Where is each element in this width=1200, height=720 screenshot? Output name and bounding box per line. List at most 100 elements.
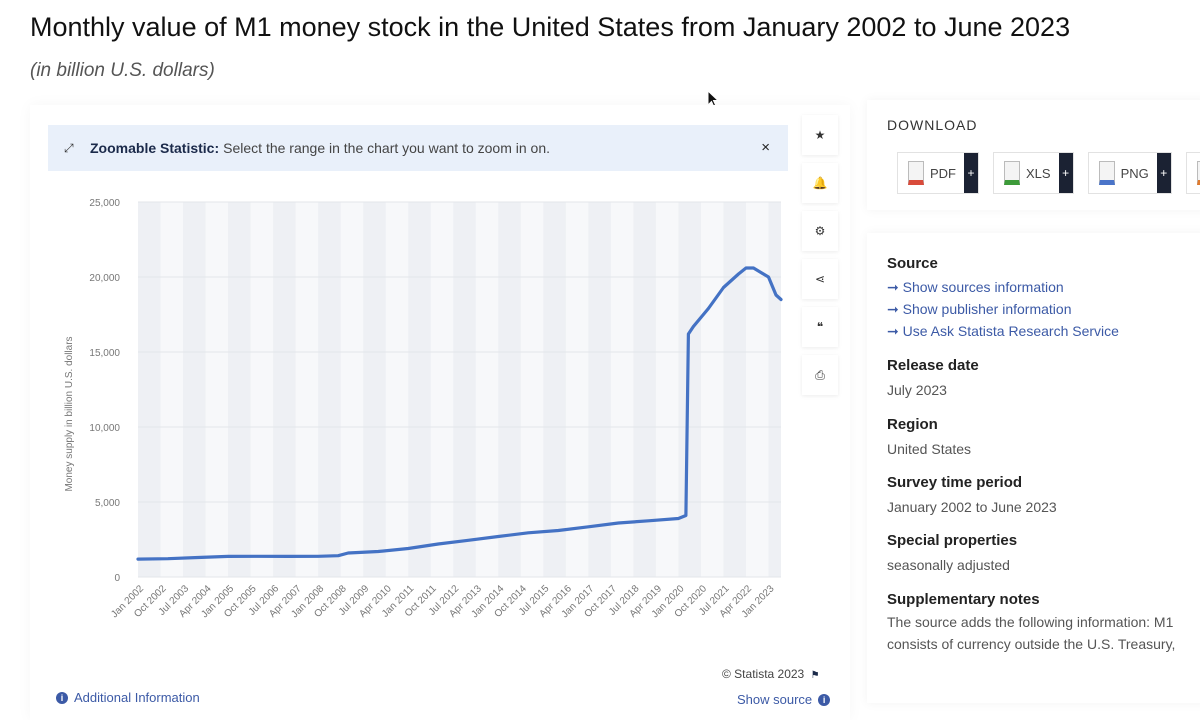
plot-stripe: [408, 202, 431, 577]
data-point[interactable]: [677, 517, 680, 520]
y-tick-label: 0: [114, 573, 120, 584]
data-point[interactable]: [226, 555, 230, 558]
additional-info-label: Additional Information: [74, 690, 200, 705]
download-png-label: PNG: [1120, 165, 1149, 181]
statista-credit[interactable]: © Statista 2023 ⚑: [722, 667, 820, 681]
show-source-link[interactable]: Show source i: [737, 692, 836, 707]
ask-statista-link[interactable]: ➞ Use Ask Statista Research Service: [887, 320, 1119, 342]
zoom-banner-title: Zoomable Statistic:: [90, 140, 220, 156]
data-point[interactable]: [774, 293, 778, 297]
period-value: January 2002 to June 2023: [887, 499, 1057, 515]
release-heading: Release date: [887, 357, 979, 374]
data-point[interactable]: [196, 556, 200, 559]
release-section: Release date July 2023: [887, 357, 979, 401]
plot-stripe: [498, 202, 521, 577]
plot-stripe: [633, 202, 656, 577]
y-tick-label: 25,000: [89, 198, 120, 209]
additional-info-link[interactable]: i Additional Information: [50, 690, 200, 705]
arrow-right-icon: ➞: [887, 323, 903, 339]
data-point[interactable]: [557, 529, 560, 532]
zoom-banner-text: Select the range in the chart you want t…: [223, 140, 551, 156]
settings-button[interactable]: ⚙: [802, 211, 838, 251]
region-value: United States: [887, 441, 972, 457]
data-point[interactable]: [684, 514, 688, 517]
ask-statista-label: Use Ask Statista Research Service: [902, 323, 1119, 339]
special-heading: Special properties: [887, 532, 1018, 549]
notes-heading: Supplementary notes: [887, 591, 1040, 608]
data-point[interactable]: [256, 555, 260, 558]
data-point[interactable]: [587, 525, 590, 528]
data-point[interactable]: [316, 555, 320, 558]
data-point[interactable]: [767, 275, 770, 279]
png-file-icon: [1098, 161, 1115, 185]
show-source-label: Show source: [737, 692, 813, 707]
data-point[interactable]: [707, 307, 710, 310]
data-point[interactable]: [647, 519, 650, 522]
data-point[interactable]: [687, 332, 690, 336]
data-point[interactable]: [407, 547, 410, 550]
data-point[interactable]: [692, 325, 695, 328]
special-section: Special properties seasonally adjusted: [887, 532, 1017, 576]
share-button[interactable]: ⋖: [802, 259, 838, 299]
data-point[interactable]: [779, 298, 783, 301]
data-point[interactable]: [437, 542, 440, 546]
download-ppt-button[interactable]: P: [1185, 152, 1200, 194]
plot-stripe: [588, 202, 611, 577]
special-value: seasonally adjusted: [887, 557, 1010, 573]
data-point[interactable]: [617, 521, 620, 525]
data-point[interactable]: [737, 272, 740, 276]
period-heading: Survey time period: [887, 474, 1023, 491]
share-icon: ⋖: [814, 272, 826, 286]
download-buttons: PDF + XLS + PNG + P: [897, 152, 1200, 194]
y-tick-label: 5,000: [95, 498, 120, 509]
download-png-button[interactable]: PNG +: [1087, 152, 1172, 194]
show-sources-link[interactable]: ➞ Show sources information: [887, 276, 1119, 298]
notification-button[interactable]: 🔔: [802, 163, 838, 203]
data-point[interactable]: [376, 550, 380, 553]
data-point[interactable]: [286, 555, 290, 558]
zoom-banner: ⤢ Zoomable Statistic: Select the range i…: [48, 125, 788, 171]
y-tick-label: 20,000: [89, 273, 120, 284]
plus-icon: +: [1058, 153, 1073, 193]
download-pdf-label: PDF: [930, 165, 956, 181]
data-point[interactable]: [722, 286, 725, 289]
y-tick-label: 15,000: [89, 348, 120, 359]
gear-icon: ⚙: [814, 224, 826, 238]
region-heading: Region: [887, 416, 938, 433]
cite-button[interactable]: ❝: [802, 307, 838, 347]
star-icon: ★: [814, 128, 826, 142]
favorite-button[interactable]: ★: [802, 115, 838, 155]
flag-icon: ⚑: [810, 670, 820, 681]
download-xls-label: XLS: [1026, 165, 1051, 181]
print-button[interactable]: ⎙: [802, 355, 838, 395]
print-icon: ⎙: [815, 367, 825, 382]
plus-icon: +: [964, 153, 978, 193]
source-heading: Source: [887, 255, 938, 272]
data-point[interactable]: [346, 551, 350, 555]
plot-stripe: [453, 202, 476, 577]
download-xls-button[interactable]: XLS +: [993, 152, 1074, 194]
plot-stripe: [543, 202, 566, 577]
data-point[interactable]: [166, 557, 170, 560]
data-point[interactable]: [752, 266, 755, 270]
expand-icon: ⤢: [64, 140, 74, 155]
pdf-file-icon: [908, 161, 924, 185]
data-point[interactable]: [136, 557, 140, 561]
plot-stripe: [228, 202, 251, 577]
close-icon[interactable]: ×: [761, 139, 770, 156]
arrow-right-icon: ➞: [887, 301, 903, 317]
plot-stripe: [273, 202, 296, 577]
data-point[interactable]: [336, 554, 340, 557]
show-publisher-link[interactable]: ➞ Show publisher information: [887, 298, 1119, 320]
download-pdf-button[interactable]: PDF +: [897, 152, 979, 194]
release-value: July 2023: [887, 382, 947, 398]
data-point[interactable]: [744, 266, 748, 270]
info-icon: i: [56, 691, 68, 704]
data-point[interactable]: [467, 539, 470, 542]
plot-stripe: [318, 202, 341, 577]
data-point[interactable]: [497, 535, 500, 538]
data-point[interactable]: [527, 531, 530, 534]
y-tick-label: 10,000: [89, 423, 120, 434]
source-section: Source ➞ Show sources information ➞ Show…: [887, 255, 1119, 342]
